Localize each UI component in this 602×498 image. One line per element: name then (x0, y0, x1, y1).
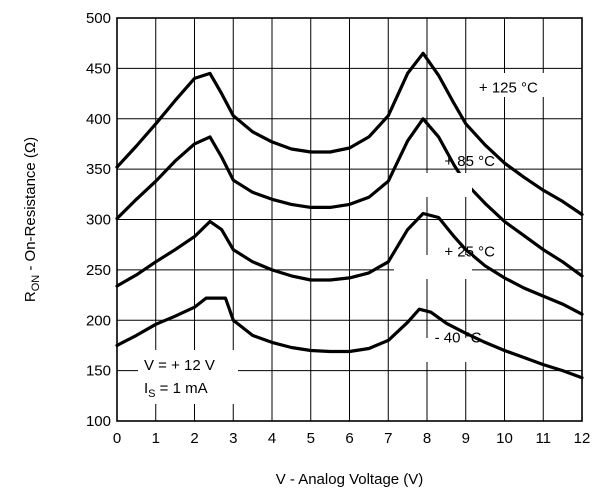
x-tick-label: 12 (574, 430, 591, 447)
x-tick-label: 0 (113, 430, 121, 447)
y-tick-label: 400 (86, 111, 111, 128)
x-tick-label: 6 (345, 430, 353, 447)
series-label: + 25 °C (444, 244, 495, 261)
x-tick-label: 2 (190, 430, 198, 447)
y-axis-label-sub: ON (30, 275, 42, 292)
x-tick-label: 8 (423, 430, 431, 447)
series-label: + 125 °C (479, 80, 538, 97)
y-axis-label-rest: - On-Resistance (Ω) (22, 137, 39, 275)
x-axis-label: V - Analog Voltage (V) (276, 471, 424, 488)
y-axis-label-main: R (22, 291, 39, 302)
series-label-background (394, 173, 472, 197)
x-tick-label: 9 (462, 430, 470, 447)
series-label: + 85 °C (444, 153, 495, 170)
conditions-box: V = + 12 V IS = 1 mA (138, 350, 238, 404)
condition-current-rest: = 1 mA (156, 380, 208, 397)
y-tick-label: 500 (86, 10, 111, 27)
x-tick-label: 4 (268, 430, 276, 447)
condition-current-sub: S (148, 388, 155, 400)
y-tick-label: 200 (86, 312, 111, 329)
x-tick-label: 3 (229, 430, 237, 447)
x-tick-label: 1 (152, 430, 160, 447)
condition-voltage: V = + 12 V (144, 357, 215, 374)
y-tick-labels: 100 150 200 250 300 350 400 450 500 (86, 10, 111, 430)
x-tick-label: 11 (535, 430, 551, 447)
y-tick-label: 100 (86, 413, 111, 430)
y-tick-label: 300 (86, 212, 111, 229)
series-label: - 40 °C (435, 329, 482, 346)
x-tick-label: 7 (384, 430, 392, 447)
x-tick-labels: 0 1 2 3 4 5 6 7 8 9 10 11 12 (113, 430, 591, 447)
y-axis-label: RON - On-Resistance (Ω) (22, 137, 42, 302)
y-tick-label: 250 (86, 262, 111, 279)
x-tick-label: 10 (496, 430, 513, 447)
y-tick-label: 150 (86, 363, 111, 380)
y-tick-label: 350 (86, 161, 111, 178)
y-tick-label: 450 (86, 60, 111, 77)
x-tick-label: 5 (307, 430, 315, 447)
